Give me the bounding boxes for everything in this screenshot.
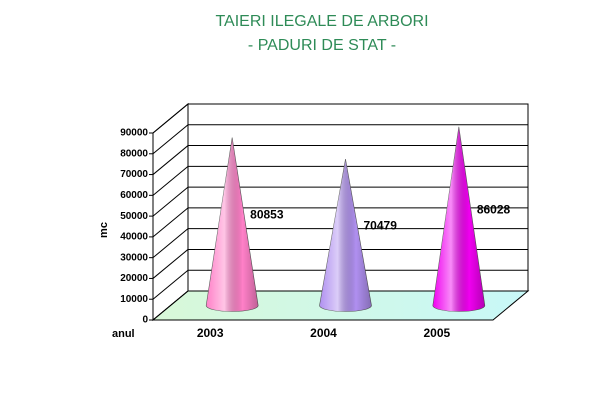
grid-line xyxy=(152,207,189,238)
x-tick-label: 2005 xyxy=(423,326,450,340)
chart-subtitle: - PADURI DE STAT - xyxy=(248,37,396,54)
value-label: 80853 xyxy=(250,208,284,222)
x-tick-label: 2003 xyxy=(197,326,224,340)
value-label: 86028 xyxy=(477,202,511,216)
grid-line xyxy=(152,186,189,217)
y-tick-label: 30000 xyxy=(120,252,148,263)
grid-line xyxy=(152,165,189,196)
grid-line xyxy=(152,249,189,279)
plot-area: 0 10000 20000 30000 40000 50000 60000 70000 8000… xyxy=(120,102,530,340)
grid-line xyxy=(152,228,189,259)
cone-shade xyxy=(319,159,372,312)
grid-line xyxy=(152,145,189,175)
grid-line xyxy=(152,290,189,321)
grid-line xyxy=(152,269,189,300)
value-label: 70479 xyxy=(364,218,398,232)
y-tick-label: 20000 xyxy=(120,273,148,284)
cone-shade xyxy=(432,126,485,312)
x-tick-label: 2004 xyxy=(310,326,337,340)
y-tick-label: 10000 xyxy=(120,294,148,305)
y-tick-label: 80000 xyxy=(120,148,148,159)
y-tick-label: 40000 xyxy=(120,232,148,243)
chart-title: TAIERI ILEGALE DE ARBORI xyxy=(215,13,428,30)
y-axis-label: mc xyxy=(98,222,110,238)
y-tick-label: 90000 xyxy=(120,128,148,139)
y-tick-label: 50000 xyxy=(120,211,148,222)
grid-line xyxy=(152,124,189,155)
cone-shade xyxy=(206,137,259,312)
grid-line xyxy=(152,103,189,134)
y-tick-label: 60000 xyxy=(120,190,148,201)
x-axis-label: anul xyxy=(112,328,135,340)
y-tick-label: 0 xyxy=(142,315,148,326)
y-tick-label: 70000 xyxy=(120,169,148,180)
